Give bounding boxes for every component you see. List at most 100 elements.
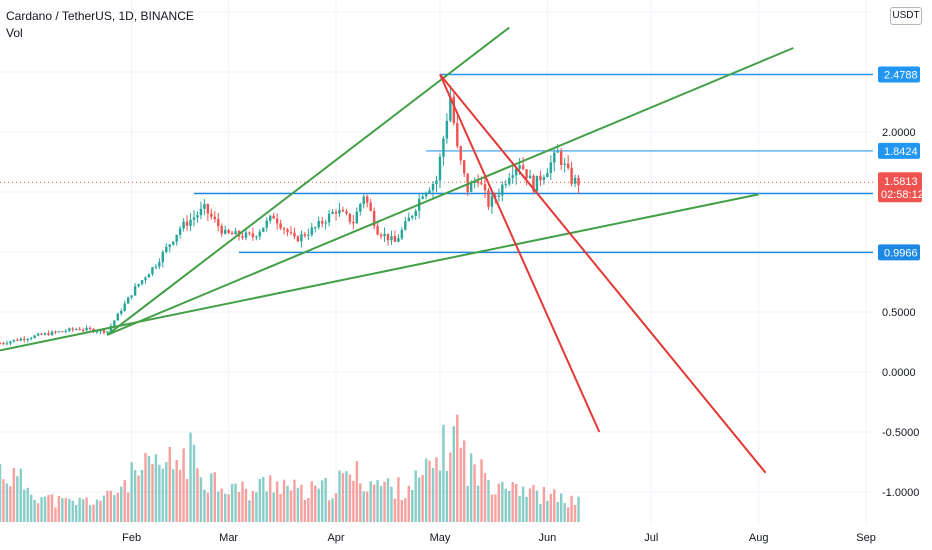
- candle-body: [428, 190, 431, 193]
- candle-body: [130, 295, 133, 298]
- volume-bar: [386, 478, 390, 522]
- candle-body: [334, 211, 338, 214]
- volume-bar: [431, 468, 435, 522]
- candle-body: [331, 211, 334, 214]
- volume-bar: [355, 461, 359, 522]
- price-level-text: 1.8424: [884, 146, 918, 158]
- volume-bar: [525, 496, 528, 522]
- volume-bar: [539, 504, 542, 522]
- time-tick-label: Aug: [749, 532, 769, 544]
- candle-body: [95, 331, 99, 333]
- volume-bar: [151, 463, 154, 522]
- candle-body: [185, 221, 189, 226]
- volume-bar: [424, 458, 428, 522]
- candle-body: [85, 327, 88, 331]
- candle-body: [362, 196, 365, 204]
- volume-bar: [542, 487, 546, 522]
- candle-body: [348, 213, 352, 222]
- last-price-badge: [878, 172, 922, 203]
- candle-body: [397, 238, 400, 242]
- volume-bar: [393, 498, 397, 522]
- volume-bar: [172, 469, 175, 522]
- volume-indicator-label[interactable]: Vol: [6, 26, 23, 40]
- candle-body: [19, 338, 22, 341]
- candle-body: [404, 221, 407, 230]
- candle-body: [120, 310, 123, 314]
- chart-grid: [0, 0, 873, 525]
- volume-bar: [414, 470, 417, 522]
- candle-body: [314, 227, 317, 229]
- volume-bar: [23, 489, 26, 522]
- candle-body: [504, 183, 507, 185]
- volume-bar: [459, 447, 462, 522]
- volume-bar: [251, 490, 255, 522]
- candle-body: [168, 244, 171, 247]
- volume-bar: [185, 478, 189, 522]
- volume-bar: [85, 497, 88, 522]
- trend-lines[interactable]: [0, 26, 794, 474]
- candle-body: [476, 181, 480, 184]
- volume-bar: [175, 459, 178, 522]
- volume-bar: [369, 481, 372, 522]
- volume-bar: [449, 452, 452, 522]
- volume-bar: [296, 488, 300, 522]
- volume-bar: [362, 491, 365, 522]
- candle-body: [54, 331, 57, 333]
- price-level-badge: [878, 244, 920, 261]
- candle-body: [269, 215, 272, 221]
- candle-body: [411, 216, 414, 218]
- candle-body: [88, 327, 92, 329]
- candle-body: [165, 246, 168, 253]
- candle-body: [400, 229, 404, 239]
- volume-bar: [2, 479, 5, 522]
- volume-bar: [130, 462, 133, 522]
- volume-bar: [490, 494, 494, 522]
- candle-body: [442, 138, 445, 157]
- volume-bar: [428, 460, 431, 522]
- candle-body: [279, 223, 282, 229]
- candle-body: [144, 277, 147, 281]
- time-tick-label: Sep: [856, 532, 876, 544]
- volume-bar: [560, 493, 563, 522]
- candle-body: [217, 219, 220, 227]
- volume-bar: [54, 507, 57, 522]
- candle-body: [75, 328, 78, 330]
- volume-bar: [528, 488, 532, 522]
- volume-bar: [154, 454, 158, 522]
- candle-body: [449, 96, 452, 121]
- candle-body: [199, 208, 203, 216]
- volume-bar: [466, 485, 469, 522]
- candle-body: [560, 151, 563, 165]
- candle-body: [518, 165, 521, 169]
- volume-bar: [504, 488, 507, 522]
- candle-body: [573, 177, 577, 184]
- volume-bar: [71, 500, 74, 522]
- candle-body: [158, 262, 161, 267]
- horizontal-levels[interactable]: [0, 73, 873, 254]
- volume-bar: [324, 477, 327, 522]
- volume-bar: [92, 504, 95, 522]
- candle-body: [102, 329, 106, 333]
- candle-body: [182, 221, 185, 229]
- price-axis[interactable]: [873, 0, 932, 525]
- volume-bar: [99, 500, 102, 522]
- candle-body: [241, 236, 244, 238]
- candle-body: [296, 236, 300, 242]
- candle-body: [33, 335, 36, 339]
- candle-body: [47, 333, 50, 336]
- candle-body: [2, 343, 5, 345]
- candle-body: [220, 226, 223, 234]
- price-level-text: 0.9966: [884, 247, 918, 259]
- candle-body: [50, 331, 54, 336]
- price-tick-label: 2.0000: [882, 127, 916, 139]
- currency-badge[interactable]: USDT: [890, 7, 922, 25]
- candle-body: [424, 192, 428, 197]
- price-tick-label: 0.0000: [882, 367, 916, 379]
- volume-bar: [289, 490, 293, 522]
- volume-bar: [286, 485, 289, 522]
- volume-bar: [40, 497, 43, 522]
- volume-bar: [78, 497, 81, 522]
- candle-body: [36, 333, 40, 336]
- volume-bar: [230, 484, 234, 522]
